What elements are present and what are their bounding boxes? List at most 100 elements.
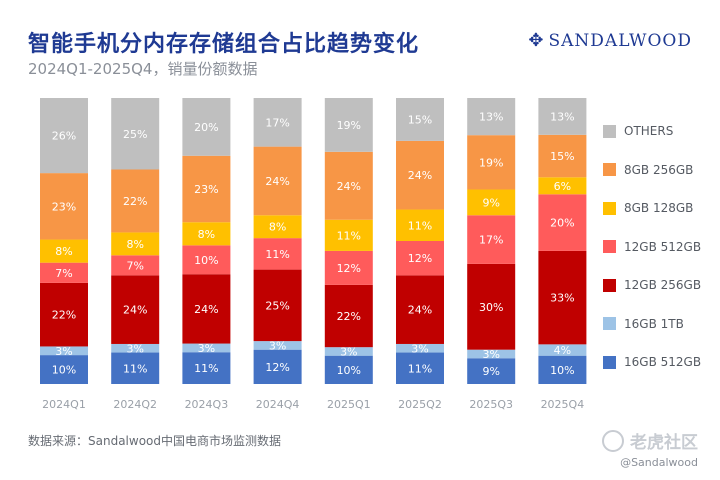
data-label: 25%	[265, 299, 289, 312]
brand-logo: ✥ SANDALWOOD	[528, 30, 692, 51]
data-label: 3%	[198, 342, 215, 355]
legend-swatch	[603, 278, 616, 292]
legend-swatch	[603, 201, 616, 215]
data-label: 30%	[479, 301, 503, 314]
data-label: 11%	[337, 229, 361, 242]
bar-segment	[253, 349, 302, 384]
data-label: 33%	[550, 292, 574, 305]
data-label: 3%	[55, 345, 72, 358]
bar-segment	[253, 215, 302, 239]
legend-label: 16GB 512GB	[624, 355, 702, 370]
chart-subtitle: 2024Q1-2025Q4，销量份额数据	[28, 60, 258, 78]
data-label: 9%	[482, 196, 499, 209]
legend-swatch	[603, 124, 616, 138]
legend-item: 12GB 256GB	[603, 266, 701, 305]
bar-segment	[396, 241, 444, 276]
data-label: 24%	[194, 303, 218, 316]
bar-segment	[111, 343, 160, 353]
bar-segment	[396, 275, 444, 344]
bar-segment	[396, 209, 444, 241]
data-label: 24%	[408, 304, 432, 317]
legend-label: 12GB 256GB	[624, 278, 702, 293]
data-label: 8%	[198, 228, 215, 241]
bar-segment	[538, 250, 587, 345]
x-tick-label: 2025Q2	[398, 398, 442, 411]
bar-segment	[538, 177, 587, 195]
data-label: 9%	[482, 365, 499, 378]
bar-segment	[467, 98, 516, 136]
legend-item: 8GB 256GB	[603, 151, 701, 190]
data-label: 10%	[550, 364, 574, 377]
data-label: 24%	[265, 175, 289, 188]
bar-segment	[467, 215, 516, 264]
legend-label: 8GB 128GB	[624, 201, 694, 216]
bar-segment	[253, 238, 302, 270]
data-label: 17%	[479, 234, 503, 247]
bar-segment	[40, 239, 88, 263]
data-label: 13%	[550, 110, 574, 123]
x-tick-label: 2025Q1	[327, 398, 371, 411]
bar-segment	[111, 275, 160, 344]
data-label: 22%	[123, 195, 147, 208]
bar-segment	[324, 219, 373, 251]
bar-segment	[324, 284, 373, 348]
data-label: 6%	[554, 180, 571, 193]
data-label: 12%	[265, 361, 289, 374]
bar-segment	[182, 222, 231, 246]
data-label: 3%	[340, 345, 357, 358]
data-label: 12%	[408, 252, 432, 265]
bar-segment	[40, 355, 88, 384]
data-label: 11%	[265, 248, 289, 261]
data-label: 24%	[337, 180, 361, 193]
bar-segment	[467, 349, 516, 359]
legend-swatch	[603, 355, 616, 369]
data-label: 19%	[337, 119, 361, 132]
legend-swatch	[603, 317, 616, 331]
sandalwood-logo-icon: ✥	[528, 30, 545, 51]
chart-legend: OTHERS 8GB 256GB 8GB 128GB 12GB 512GB 12GB 2…	[603, 112, 701, 382]
x-tick-label: 2025Q3	[469, 398, 513, 411]
bar-segment	[324, 250, 373, 285]
brand-name: SANDALWOOD	[548, 30, 692, 51]
data-label: 4%	[554, 344, 571, 357]
legend-item: 16GB 1TB	[603, 305, 701, 344]
bar-segment	[111, 98, 160, 170]
watermark-text: 老虎社区	[630, 433, 698, 453]
bar-segment	[111, 352, 160, 384]
bar-segment	[182, 245, 231, 275]
bar-segment	[253, 146, 302, 216]
bar-segment	[538, 134, 587, 178]
data-label: 8%	[55, 245, 72, 258]
bar-segment	[467, 263, 516, 350]
x-tick-label: 2024Q1	[42, 398, 86, 411]
bar-segment	[40, 346, 88, 356]
bar-segment	[538, 355, 587, 384]
data-label: 3%	[269, 339, 286, 352]
bar-segment	[182, 274, 231, 344]
x-tick-label: 2024Q2	[113, 398, 157, 411]
bar-segment	[40, 262, 88, 283]
data-label: 10%	[337, 364, 361, 377]
data-label: 3%	[411, 342, 428, 355]
legend-label: 12GB 512GB	[624, 239, 702, 254]
bar-segment	[111, 255, 160, 276]
legend-item: OTHERS	[603, 112, 701, 151]
bar-segment	[40, 282, 88, 347]
data-label: 17%	[265, 116, 289, 129]
bar-segment	[40, 173, 88, 240]
watermark-handle: @Sandalwood	[620, 456, 698, 469]
data-label: 8%	[269, 221, 286, 234]
data-label: 20%	[550, 217, 574, 230]
data-label: 26%	[52, 130, 76, 143]
bar-segment	[324, 355, 373, 384]
data-label: 22%	[337, 310, 361, 323]
bar-segment	[467, 358, 516, 384]
bar-segment	[182, 343, 231, 353]
data-label: 24%	[408, 169, 432, 182]
x-tick-label: 2024Q3	[185, 398, 229, 411]
bar-segment	[182, 98, 231, 156]
bar-segment	[182, 352, 231, 384]
data-label: 15%	[550, 150, 574, 163]
legend-swatch	[603, 163, 616, 177]
